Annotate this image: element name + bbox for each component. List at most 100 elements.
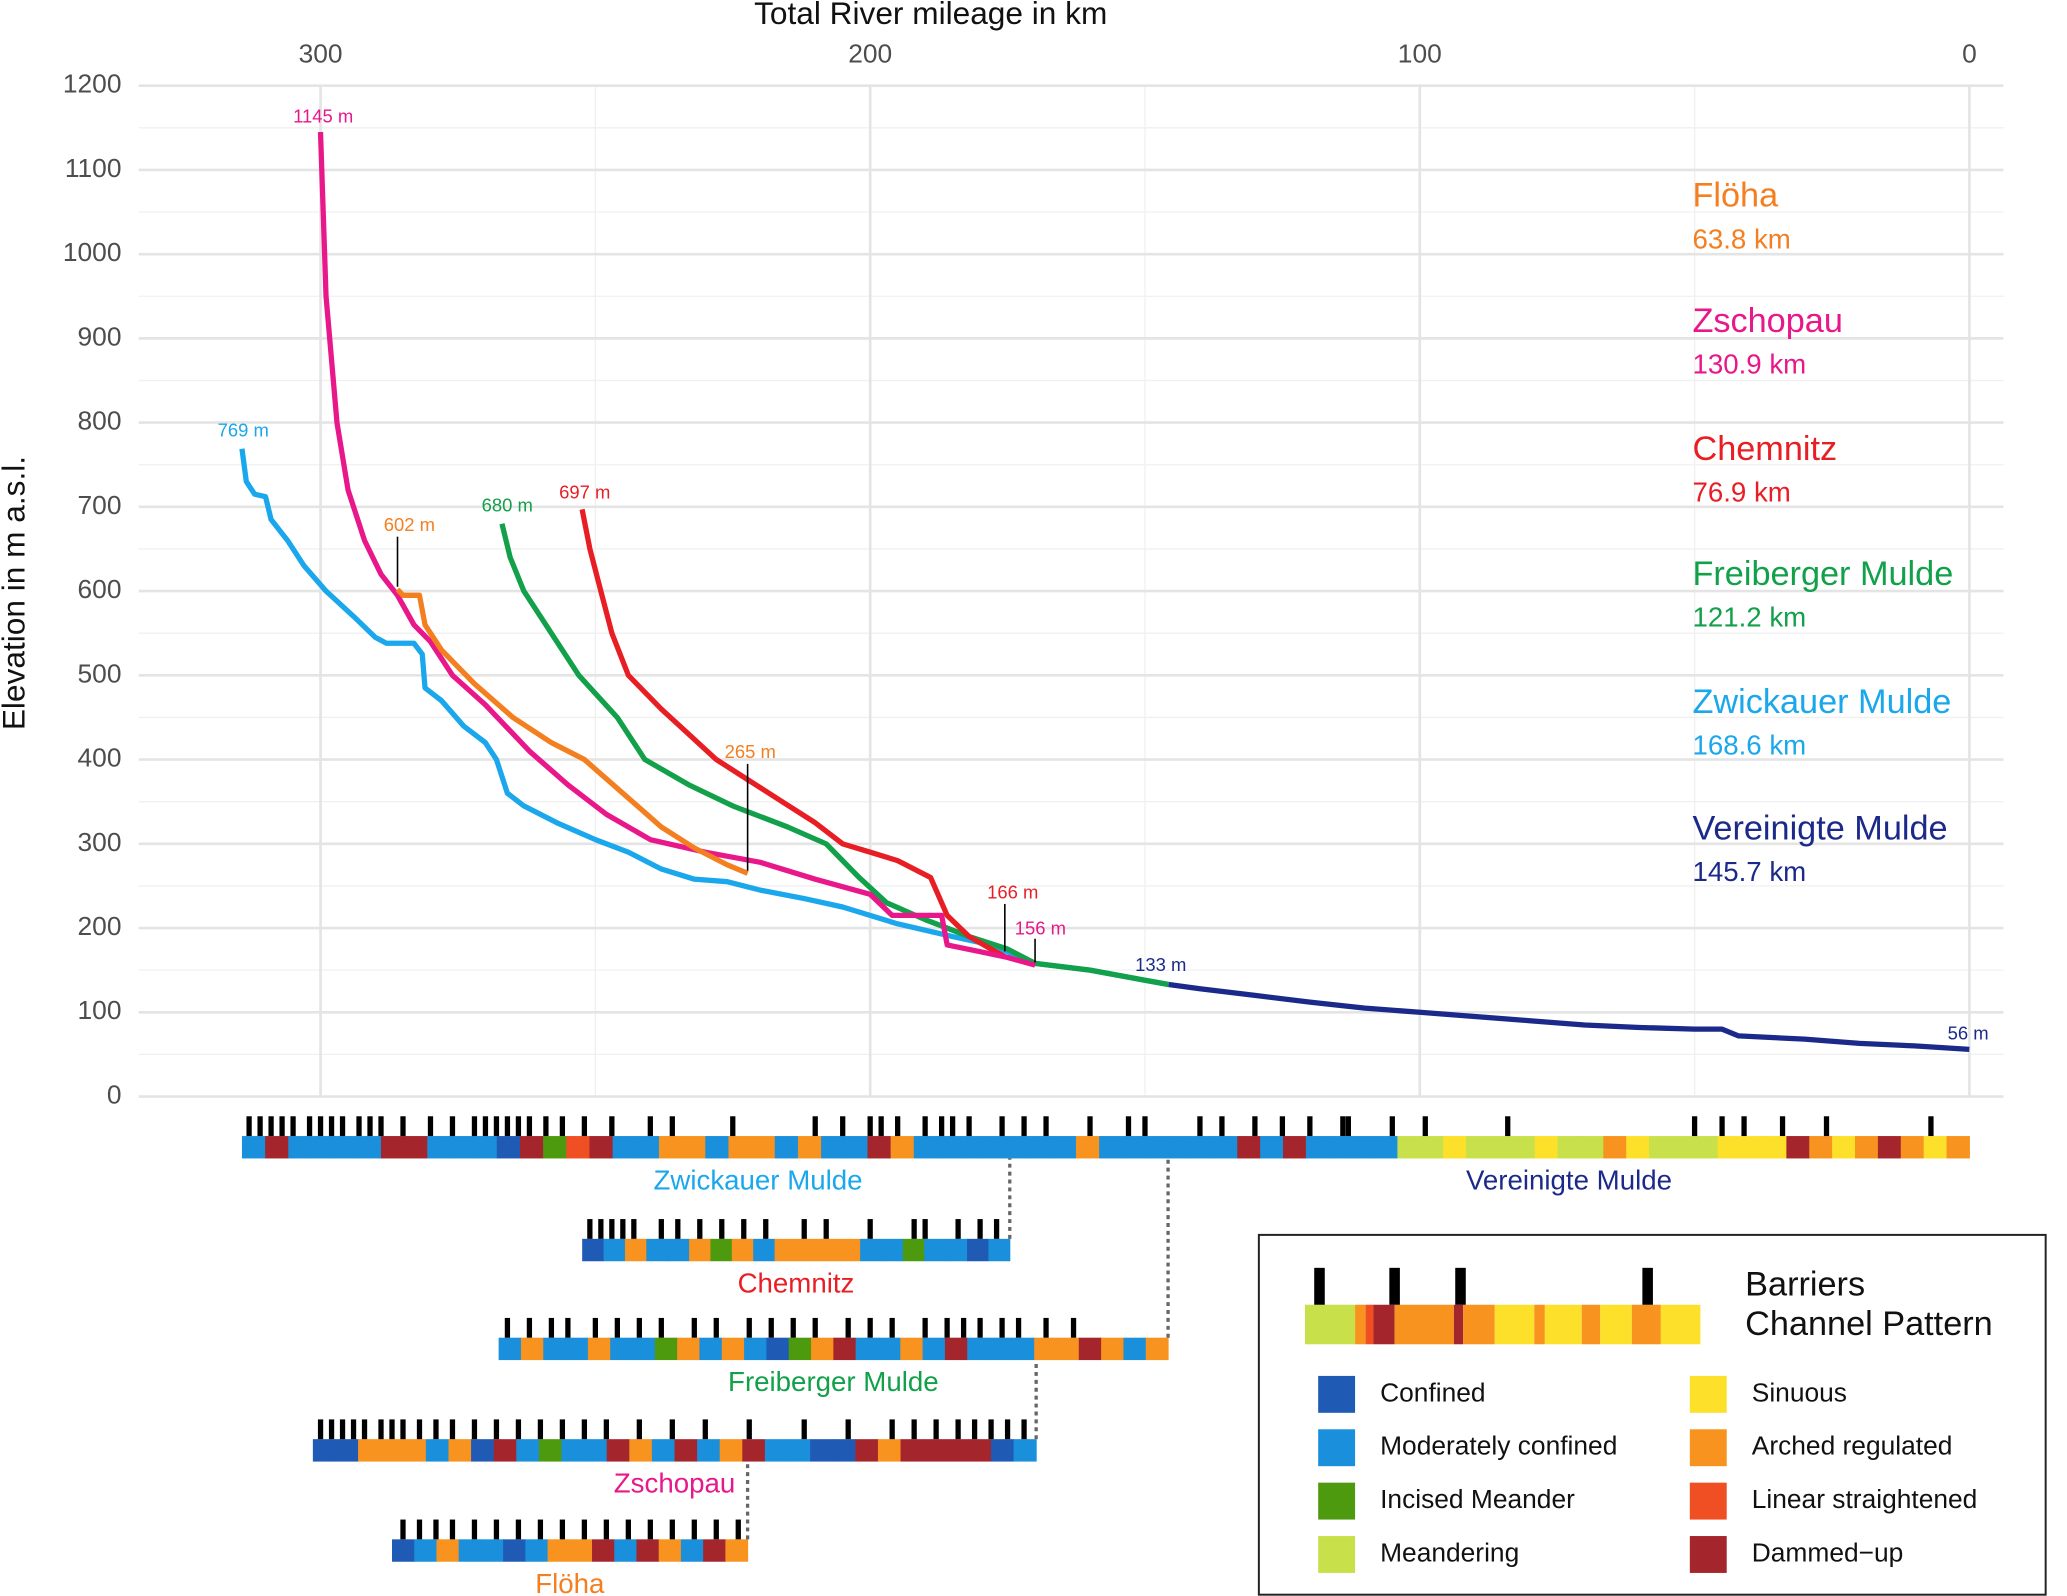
barrier [1691, 1116, 1698, 1137]
channel-segment [288, 1136, 312, 1159]
barrier [675, 1219, 681, 1239]
channel-segment [525, 1539, 549, 1562]
channel-segment [751, 1136, 776, 1159]
channel-segment [503, 1539, 526, 1562]
channel-segment [1649, 1136, 1673, 1159]
barrier [999, 1116, 1005, 1137]
legend-length: 76.9 km [1692, 477, 1790, 508]
channel-segment [936, 1136, 961, 1159]
channel-segment [1052, 1136, 1077, 1159]
channel-segment [703, 1539, 726, 1562]
barrier [449, 1519, 456, 1540]
barrier [598, 1219, 604, 1239]
channel-segment [1580, 1136, 1604, 1159]
barrier [581, 1419, 588, 1440]
barrier [433, 1519, 439, 1540]
barrier [317, 1116, 324, 1137]
channel-segment [680, 1539, 704, 1562]
channel-segment [584, 1439, 608, 1462]
channel-segment [728, 1136, 753, 1159]
barrier [988, 1419, 994, 1440]
barrier [790, 1317, 796, 1338]
channel-segment [589, 1136, 614, 1159]
barrier [631, 1219, 637, 1239]
channel-segment [721, 1337, 745, 1361]
channel-segment [900, 1439, 924, 1462]
channel-segment [520, 1337, 544, 1361]
channel-segment [612, 1136, 637, 1159]
series-line [395, 587, 749, 876]
barrier [741, 1219, 747, 1239]
channel-segment [1900, 1136, 1925, 1159]
y-tick-label: 200 [78, 911, 122, 941]
barrier [433, 1419, 439, 1440]
barrier [922, 1317, 928, 1338]
channel-segment [334, 1136, 359, 1159]
channel-segment [1260, 1136, 1284, 1159]
channel-segment [448, 1439, 472, 1462]
barrier [1307, 1116, 1313, 1137]
barrier [537, 1419, 544, 1440]
barrier [746, 1419, 752, 1440]
barrier [669, 1519, 675, 1540]
barrier [471, 1116, 478, 1137]
channel-segment [403, 1439, 427, 1462]
legend-length: 121.2 km [1692, 602, 1806, 633]
barrier [1345, 1116, 1351, 1137]
channel-segment [890, 1136, 915, 1159]
barrier [493, 1419, 500, 1440]
channel-segment [312, 1439, 336, 1462]
legend-name: Flöha [1692, 177, 1779, 215]
annotation: 769 m [218, 419, 269, 440]
strip-label: Flöha [535, 1568, 605, 1596]
barrier [647, 1519, 653, 1540]
barrier [801, 1419, 807, 1440]
x-tick-label: 0 [1962, 38, 1977, 68]
barrier [697, 1219, 703, 1239]
channel-segment [821, 1136, 845, 1159]
barrier [735, 1519, 741, 1540]
barrier [1004, 1419, 1011, 1440]
barrier [1389, 1116, 1395, 1137]
channel-segment [945, 1439, 969, 1462]
annotation: 697 m [559, 481, 610, 502]
barrier [609, 1219, 615, 1239]
channel-segment [1145, 1337, 1169, 1361]
barrier [367, 1116, 373, 1137]
barrier [625, 1519, 631, 1540]
barrier [361, 1419, 368, 1440]
barrier [515, 1419, 522, 1440]
channel-segment [1511, 1136, 1536, 1159]
y-axis-title: Elevation in m a.s.l. [0, 456, 31, 730]
channel-segment [811, 1337, 834, 1361]
barrier [1741, 1116, 1747, 1137]
channel-segment [498, 1337, 522, 1361]
barrier [911, 1419, 917, 1440]
channel-segment [1075, 1136, 1100, 1159]
barrier [949, 1116, 956, 1137]
channel-segment [561, 1439, 585, 1462]
channel-segment [1351, 1136, 1376, 1159]
barrier [691, 1519, 697, 1540]
barrier [823, 1219, 829, 1239]
channel-segment [855, 1337, 879, 1361]
barrier [658, 1317, 664, 1338]
channel-segment [480, 1539, 504, 1562]
y-tick-label: 300 [78, 827, 122, 857]
barrier [257, 1116, 263, 1137]
barrier [691, 1317, 697, 1338]
legend-name: Zwickauer Mulde [1692, 683, 1951, 721]
channel-segment [860, 1238, 883, 1262]
barrier [548, 1317, 555, 1338]
channel-segment [569, 1539, 593, 1562]
channel-segment [710, 1238, 733, 1262]
channel-segment [1374, 1136, 1398, 1159]
channel-segment [838, 1238, 861, 1262]
channel-segment [677, 1337, 700, 1361]
barrier [922, 1116, 928, 1137]
barrier [400, 1519, 406, 1540]
barrier [581, 1116, 588, 1137]
channel-segment [658, 1136, 683, 1159]
channel-segment [742, 1439, 766, 1462]
channel-segment [699, 1337, 723, 1361]
